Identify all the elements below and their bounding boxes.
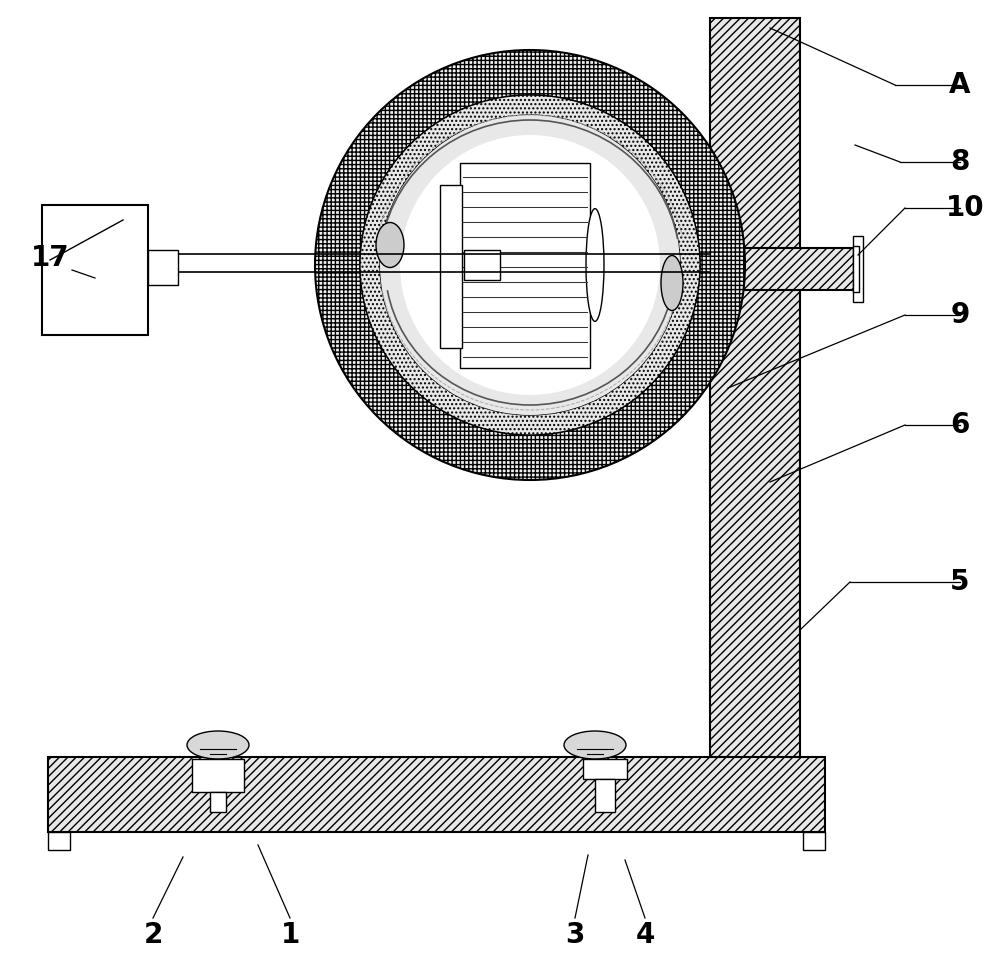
Circle shape [380,115,680,415]
Text: 6: 6 [950,411,970,439]
Text: 1: 1 [280,921,300,949]
Circle shape [315,50,745,480]
Polygon shape [460,163,590,368]
Text: A: A [949,71,971,99]
Ellipse shape [586,208,604,322]
Polygon shape [464,250,500,280]
Polygon shape [210,792,226,812]
Polygon shape [440,185,462,348]
Text: 17: 17 [31,244,69,272]
Text: 3: 3 [565,921,585,949]
Polygon shape [48,757,825,832]
Text: 8: 8 [950,148,970,176]
Polygon shape [710,248,855,290]
Circle shape [400,135,660,395]
Polygon shape [853,236,863,302]
Polygon shape [48,832,70,850]
Polygon shape [710,18,800,760]
Polygon shape [853,246,859,292]
Text: 9: 9 [950,301,970,329]
Circle shape [360,95,700,435]
Ellipse shape [376,223,404,267]
Ellipse shape [564,731,626,759]
Polygon shape [192,759,244,792]
Polygon shape [42,205,148,335]
Text: 4: 4 [635,921,655,949]
Ellipse shape [661,256,683,310]
Polygon shape [583,759,627,779]
Circle shape [380,115,680,415]
Polygon shape [803,832,825,850]
Polygon shape [595,779,615,812]
Text: 10: 10 [946,194,984,222]
Text: 2: 2 [143,921,163,949]
Circle shape [360,95,700,435]
Polygon shape [148,250,178,285]
Ellipse shape [187,731,249,759]
Text: 5: 5 [950,568,970,596]
